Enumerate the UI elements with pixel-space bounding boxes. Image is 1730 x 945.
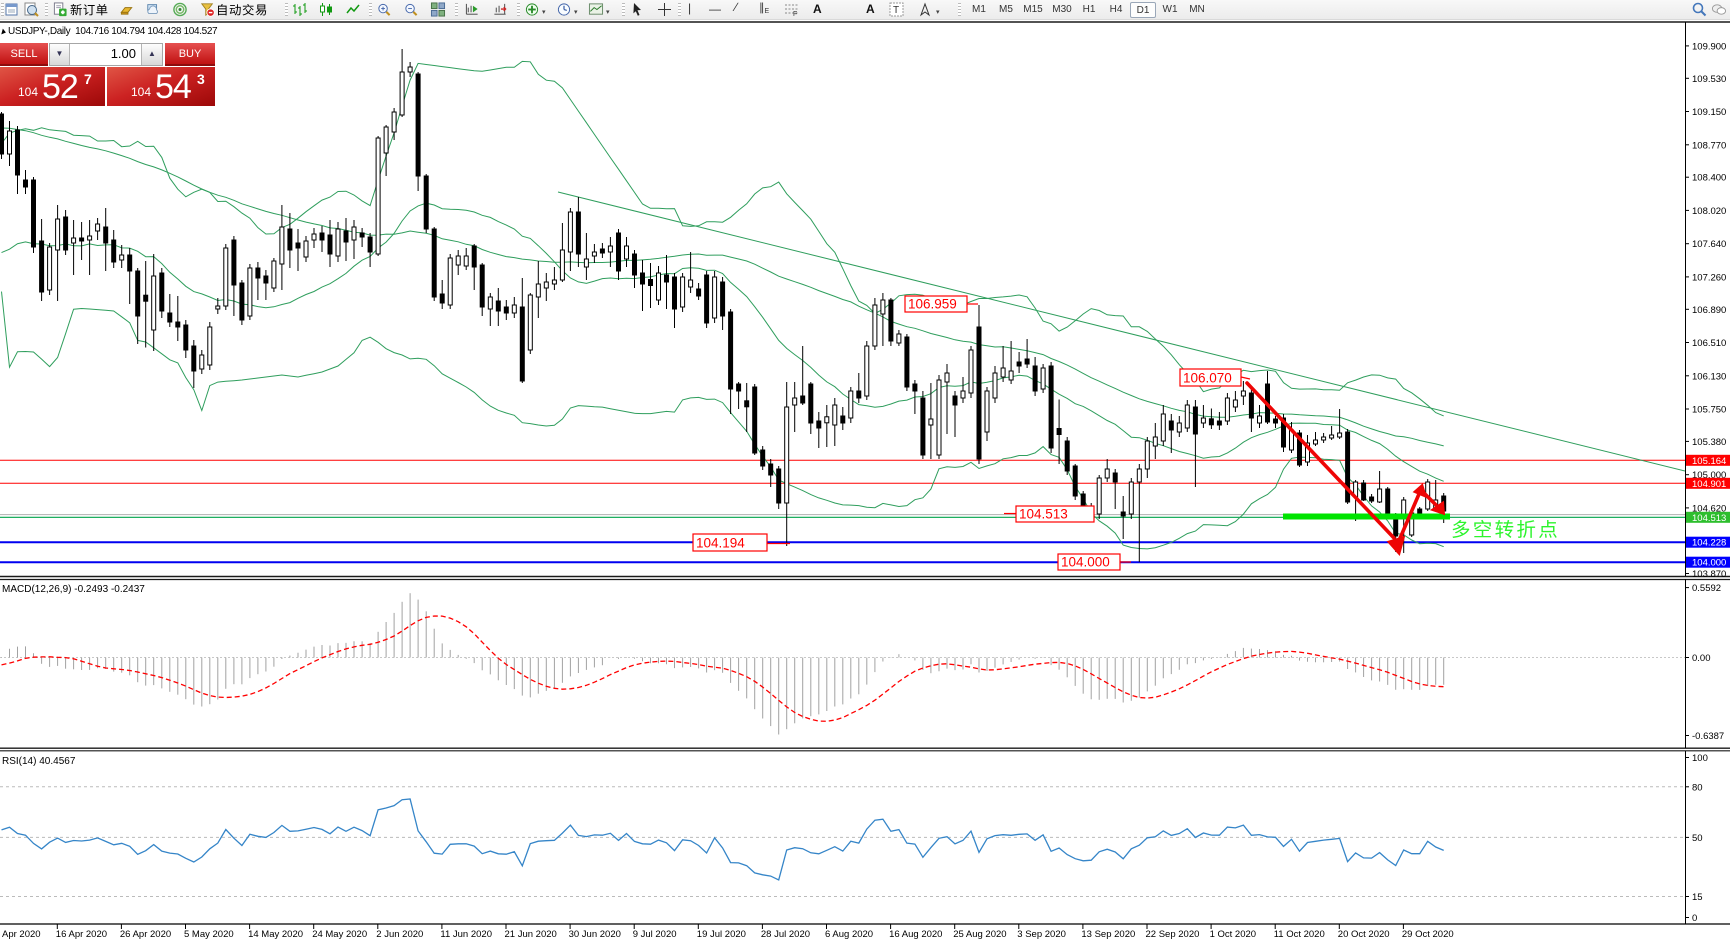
- svg-text:104.513: 104.513: [1692, 513, 1726, 524]
- svg-text:104.194: 104.194: [696, 536, 745, 551]
- svg-text:RSI(14) 40.4567: RSI(14) 40.4567: [2, 756, 76, 767]
- svg-text:109.150: 109.150: [1692, 107, 1726, 118]
- svg-text:108.400: 108.400: [1692, 173, 1726, 184]
- svg-text:20 Oct 2020: 20 Oct 2020: [1338, 929, 1390, 940]
- svg-text:106.959: 106.959: [908, 297, 957, 312]
- svg-text:106.070: 106.070: [1183, 371, 1232, 386]
- svg-text:106.890: 106.890: [1692, 305, 1726, 316]
- svg-text:25 Aug 2020: 25 Aug 2020: [953, 929, 1006, 940]
- svg-text:104.513: 104.513: [1019, 507, 1068, 522]
- svg-text:106.130: 106.130: [1692, 371, 1726, 382]
- svg-text:105.380: 105.380: [1692, 437, 1726, 448]
- svg-text:109.530: 109.530: [1692, 74, 1726, 85]
- svg-text:105.164: 105.164: [1692, 456, 1726, 467]
- svg-text:16 Aug 2020: 16 Aug 2020: [889, 929, 942, 940]
- svg-text:9 Jul 2020: 9 Jul 2020: [633, 929, 677, 940]
- svg-text:Apr 2020: Apr 2020: [2, 929, 41, 940]
- svg-text:0.5592: 0.5592: [1692, 583, 1721, 594]
- svg-text:108.770: 108.770: [1692, 140, 1726, 151]
- svg-text:2 Jun 2020: 2 Jun 2020: [376, 929, 423, 940]
- svg-text:11 Oct 2020: 11 Oct 2020: [1274, 929, 1325, 940]
- svg-text:104.901: 104.901: [1692, 479, 1726, 490]
- svg-text:28 Jul 2020: 28 Jul 2020: [761, 929, 810, 940]
- svg-text:3 Sep 2020: 3 Sep 2020: [1017, 929, 1066, 940]
- svg-text:0: 0: [1692, 913, 1697, 924]
- svg-text:15: 15: [1692, 892, 1703, 903]
- svg-text:F: F: [793, 11, 797, 17]
- svg-text:104.228: 104.228: [1692, 538, 1726, 549]
- svg-text:107.260: 107.260: [1692, 272, 1726, 283]
- svg-text:-0.6387: -0.6387: [1692, 731, 1724, 742]
- svg-text:6 Aug 2020: 6 Aug 2020: [825, 929, 873, 940]
- svg-text:100: 100: [1692, 753, 1708, 764]
- svg-text:21 Jun 2020: 21 Jun 2020: [505, 929, 557, 940]
- svg-text:29 Oct 2020: 29 Oct 2020: [1402, 929, 1454, 940]
- svg-text:26 Apr 2020: 26 Apr 2020: [120, 929, 171, 940]
- svg-text:103.870: 103.870: [1692, 569, 1726, 580]
- svg-text:14 May 2020: 14 May 2020: [248, 929, 303, 940]
- svg-text:11 Jun 2020: 11 Jun 2020: [440, 929, 492, 940]
- svg-text:104.620: 104.620: [1692, 503, 1726, 514]
- svg-text:106.510: 106.510: [1692, 338, 1726, 349]
- svg-text:22 Sep 2020: 22 Sep 2020: [1146, 929, 1200, 940]
- svg-text:MACD(12,26,9) -0.2493 -0.2437: MACD(12,26,9) -0.2493 -0.2437: [2, 584, 145, 595]
- svg-text:108.020: 108.020: [1692, 206, 1726, 217]
- svg-text:16 Apr 2020: 16 Apr 2020: [56, 929, 107, 940]
- svg-text:104.000: 104.000: [1061, 555, 1110, 570]
- svg-text:24 May 2020: 24 May 2020: [312, 929, 367, 940]
- svg-text:109.900: 109.900: [1692, 41, 1726, 52]
- svg-text:107.640: 107.640: [1692, 239, 1726, 250]
- svg-text:50: 50: [1692, 833, 1703, 844]
- svg-text:0.00: 0.00: [1692, 653, 1711, 664]
- svg-text:30 Jun 2020: 30 Jun 2020: [569, 929, 621, 940]
- svg-text:19 Jul 2020: 19 Jul 2020: [697, 929, 746, 940]
- svg-text:105.000: 105.000: [1692, 470, 1726, 481]
- svg-text:1 Oct 2020: 1 Oct 2020: [1210, 929, 1256, 940]
- svg-text:T: T: [893, 5, 899, 16]
- svg-text:104.000: 104.000: [1692, 558, 1726, 569]
- svg-text:80: 80: [1692, 783, 1703, 794]
- svg-text:5 May 2020: 5 May 2020: [184, 929, 234, 940]
- svg-text:105.750: 105.750: [1692, 405, 1726, 416]
- svg-text:13 Sep 2020: 13 Sep 2020: [1081, 929, 1135, 940]
